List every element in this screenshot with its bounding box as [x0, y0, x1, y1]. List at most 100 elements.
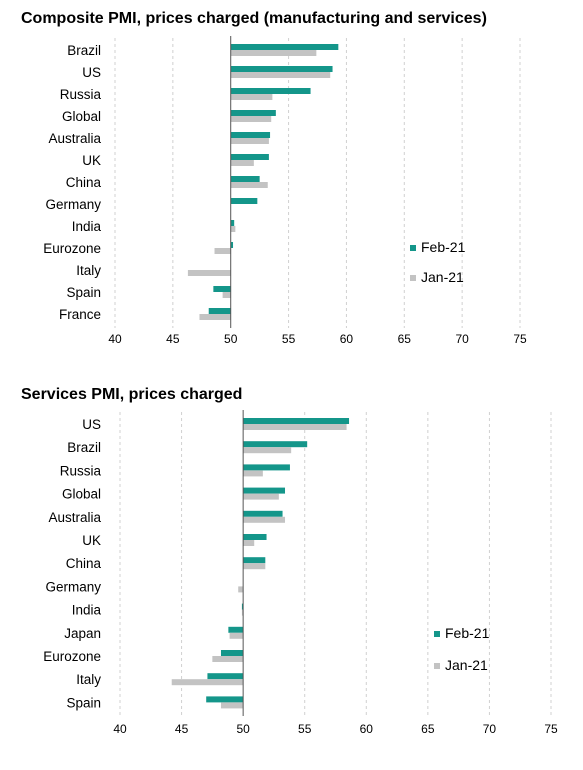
- bar-jan-21-japan: [229, 632, 244, 639]
- bar-jan-21-italy: [171, 679, 244, 686]
- category-label-global: Global: [62, 109, 101, 124]
- legend-label-jan-21: Jan-21: [421, 269, 464, 285]
- category-label-china: China: [66, 175, 102, 190]
- bar-feb-21-spain: [206, 696, 244, 703]
- category-label-japan: Japan: [64, 626, 101, 641]
- x-tick-label-60: 60: [340, 332, 354, 346]
- bar-feb-21-brazil: [243, 441, 308, 448]
- category-label-uk: UK: [82, 533, 101, 548]
- composite-pmi-chart: 40 45 50 55 60 65 70 75 Brazil US Russia Global Aust…: [43, 36, 527, 346]
- x-tick-label-65: 65: [421, 722, 435, 736]
- category-label-eurozone: Eurozone: [43, 649, 101, 664]
- x-tick-label-50: 50: [224, 332, 238, 346]
- bar-feb-21-spain: [213, 286, 231, 292]
- legend-label-jan-21: Jan-21: [445, 657, 488, 673]
- bar-feb-21-japan: [228, 626, 244, 633]
- bar-feb-21-uk: [230, 154, 269, 160]
- bar-jan-21-russia: [230, 94, 273, 100]
- category-label-us: US: [82, 65, 101, 80]
- x-tick-label-70: 70: [483, 722, 497, 736]
- bar-jan-21-germany: [238, 586, 244, 593]
- legend-swatch-feb-21: [410, 245, 416, 251]
- category-label-india: India: [72, 219, 102, 234]
- bar-jan-21-spain: [222, 292, 231, 298]
- chart-2-title: Services PMI, prices charged: [21, 386, 243, 403]
- bar-jan-21-india: [230, 226, 236, 232]
- bar-jan-21-australia: [243, 516, 286, 523]
- category-label-australia: Australia: [48, 131, 101, 146]
- x-tick-label-45: 45: [166, 332, 180, 346]
- bar-jan-21-australia: [230, 138, 269, 144]
- category-label-germany: Germany: [45, 197, 101, 212]
- bar-feb-21-china: [243, 557, 266, 564]
- x-tick-label-45: 45: [175, 722, 189, 736]
- bar-jan-21-china: [230, 182, 268, 188]
- category-label-germany: Germany: [45, 579, 101, 594]
- legend-label-feb-21: Feb-21: [421, 239, 466, 255]
- x-tick-label-60: 60: [360, 722, 374, 736]
- bar-jan-21-brazil: [230, 50, 317, 56]
- bar-feb-21-global: [230, 110, 276, 116]
- category-label-global: Global: [62, 487, 101, 502]
- category-label-australia: Australia: [48, 510, 101, 525]
- chart-1-title: Composite PMI, prices charged (manufactu…: [21, 10, 487, 27]
- x-tick-label-65: 65: [398, 332, 412, 346]
- bar-jan-21-us: [243, 424, 347, 430]
- legend-label-feb-21: Feb-21: [445, 625, 490, 641]
- x-tick-label-40: 40: [113, 722, 127, 736]
- bar-feb-21-us: [230, 66, 333, 72]
- legend-swatch-feb-21: [434, 631, 440, 637]
- bar-jan-21-eurozone: [212, 656, 244, 662]
- bar-jan-21-china: [243, 563, 266, 570]
- bar-feb-21-australia: [230, 132, 271, 138]
- x-tick-label-40: 40: [108, 332, 122, 346]
- category-label-russia: Russia: [60, 87, 102, 102]
- category-label-brazil: Brazil: [67, 440, 101, 455]
- bar-feb-21-russia: [230, 88, 311, 94]
- bar-jan-21-uk: [243, 540, 255, 546]
- legend-swatch-jan-21: [410, 275, 416, 281]
- bar-jan-21-russia: [243, 470, 263, 477]
- bar-feb-21-india: [230, 220, 235, 226]
- bar-jan-21-global: [230, 116, 272, 122]
- bar-jan-21-brazil: [243, 447, 292, 454]
- x-tick-label-70: 70: [455, 332, 469, 346]
- category-label-china: China: [66, 556, 102, 571]
- bar-feb-21-brazil: [230, 44, 339, 50]
- services-pmi-chart: 40 45 50 55 60 65 70 75 US Brazil Russia Global Aust…: [43, 410, 558, 736]
- category-label-italy: Italy: [76, 263, 101, 278]
- x-tick-label-75: 75: [544, 722, 558, 736]
- bar-jan-21-eurozone: [214, 248, 231, 254]
- category-label-eurozone: Eurozone: [43, 241, 101, 256]
- bar-feb-21-eurozone: [230, 242, 234, 248]
- category-label-spain: Spain: [66, 285, 101, 300]
- bar-feb-21-france: [208, 308, 231, 314]
- bar-feb-21-uk: [243, 534, 267, 540]
- x-tick-label-55: 55: [282, 332, 296, 346]
- x-tick-label-75: 75: [513, 332, 527, 346]
- bar-feb-21-china: [230, 176, 260, 182]
- category-label-italy: Italy: [76, 672, 101, 687]
- category-label-india: India: [72, 603, 102, 618]
- x-tick-label-50: 50: [236, 722, 250, 736]
- bar-jan-21-spain: [220, 702, 244, 709]
- legend-swatch-jan-21: [434, 663, 440, 669]
- category-label-uk: UK: [82, 153, 101, 168]
- bar-feb-21-australia: [243, 510, 283, 517]
- bar-jan-21-global: [243, 493, 279, 500]
- category-label-brazil: Brazil: [67, 43, 101, 58]
- category-label-russia: Russia: [60, 463, 102, 478]
- bar-jan-21-us: [230, 72, 331, 78]
- bar-feb-21-us: [243, 418, 350, 424]
- bar-jan-21-italy: [187, 270, 231, 276]
- category-label-us: US: [82, 417, 101, 432]
- bar-feb-21-global: [243, 487, 286, 494]
- bar-feb-21-italy: [207, 673, 244, 680]
- bar-feb-21-russia: [243, 464, 290, 471]
- bar-feb-21-germany: [230, 198, 258, 204]
- bar-jan-21-france: [199, 314, 231, 320]
- category-label-france: France: [59, 307, 101, 322]
- bar-feb-21-eurozone: [220, 650, 244, 656]
- category-label-spain: Spain: [66, 695, 101, 710]
- x-tick-label-55: 55: [298, 722, 312, 736]
